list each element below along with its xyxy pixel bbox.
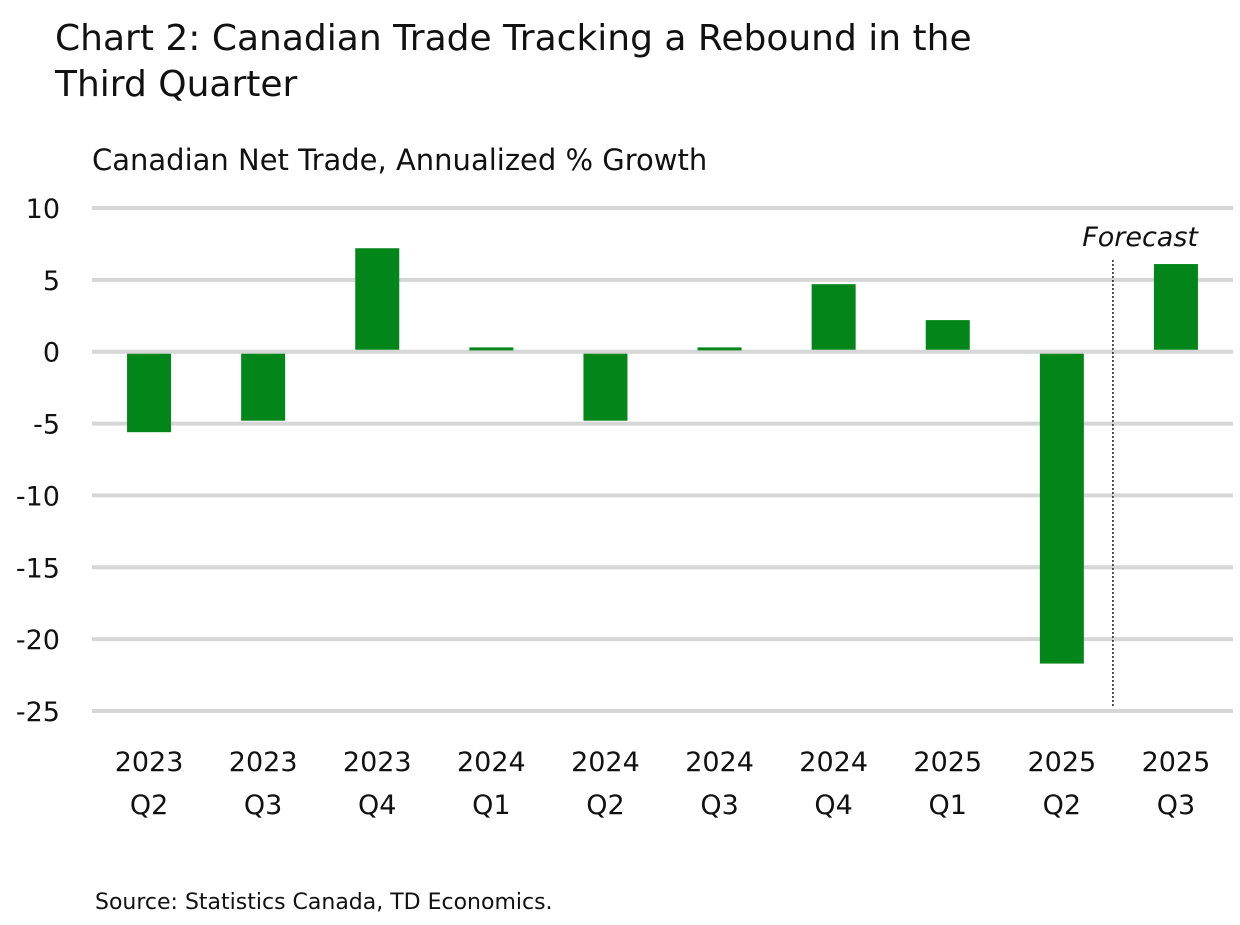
y-tick-label: -20 <box>16 625 60 656</box>
y-tick-label: -15 <box>16 553 60 584</box>
x-tick-label: 2023 <box>229 747 298 778</box>
x-tick-label: 2023 <box>343 747 412 778</box>
x-tick-label: Q3 <box>700 790 738 821</box>
bar <box>127 353 172 433</box>
bar <box>925 320 970 350</box>
x-tick-label: Q2 <box>130 790 168 821</box>
y-tick-label: 0 <box>43 338 60 369</box>
bar <box>1039 353 1084 664</box>
bar <box>469 347 514 351</box>
x-tick-label: Q2 <box>586 790 624 821</box>
y-tick-label: -10 <box>16 481 60 512</box>
x-tick-label: 2024 <box>799 747 868 778</box>
y-tick-label: -5 <box>33 410 60 441</box>
y-tick-label: 10 <box>26 194 60 225</box>
x-tick-label: 2024 <box>571 747 640 778</box>
x-tick-label: Q2 <box>1043 790 1081 821</box>
x-tick-label: 2025 <box>1142 747 1211 778</box>
bar <box>811 284 856 350</box>
x-tick-label: Q1 <box>472 790 510 821</box>
bar <box>1153 264 1198 350</box>
x-tick-label: Q4 <box>814 790 852 821</box>
x-tick-label: Q1 <box>929 790 967 821</box>
bar <box>697 347 742 351</box>
forecast-label: Forecast <box>1082 222 1199 253</box>
bar <box>355 248 400 350</box>
bar <box>241 353 286 421</box>
x-tick-label: Q3 <box>1157 790 1195 821</box>
chart-source: Source: Statistics Canada, TD Economics. <box>95 890 553 915</box>
x-tick-label: 2025 <box>1027 747 1096 778</box>
x-tick-label: 2024 <box>457 747 526 778</box>
bar <box>583 353 628 421</box>
chart-title: Chart 2: Canadian Trade Tracking a Rebou… <box>55 18 972 105</box>
y-tick-label: -25 <box>16 697 60 728</box>
x-tick-label: 2025 <box>913 747 982 778</box>
x-tick-label: 2023 <box>115 747 184 778</box>
x-tick-label: Q3 <box>244 790 282 821</box>
chart-subtitle: Canadian Net Trade, Annualized % Growth <box>92 143 708 177</box>
x-tick-label: Q4 <box>358 790 396 821</box>
y-tick-label: 5 <box>43 266 60 297</box>
x-tick-label: 2024 <box>685 747 754 778</box>
